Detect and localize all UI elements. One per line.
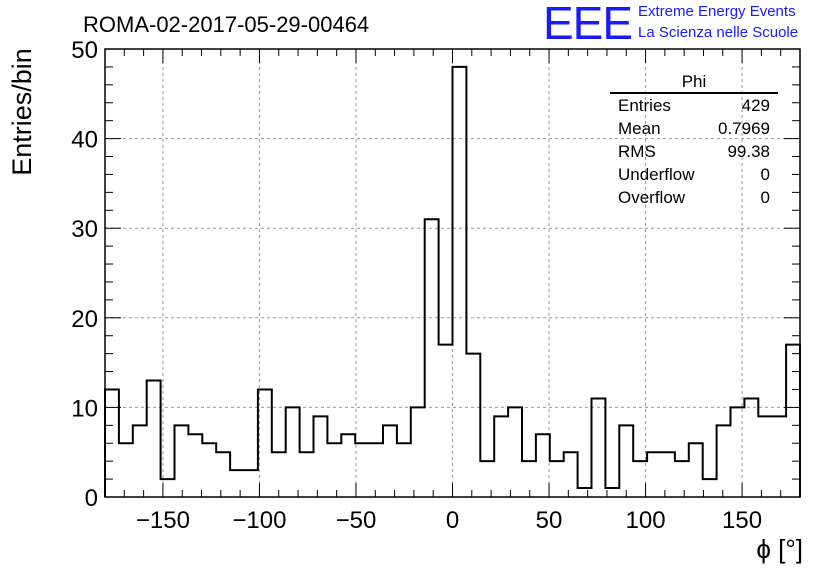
histogram-bin <box>216 452 230 497</box>
y-tick-label: 30 <box>71 216 98 243</box>
histogram-bin <box>300 452 314 497</box>
histogram-bin <box>341 434 355 497</box>
histogram-bin <box>494 416 508 497</box>
stats-label: Entries <box>618 96 671 115</box>
histogram-bin <box>397 443 411 497</box>
y-tick-label: 50 <box>71 37 98 64</box>
histogram-bin <box>453 67 467 497</box>
x-tick-label: 100 <box>626 507 666 534</box>
histogram-bin <box>147 381 161 497</box>
y-tick-label: 10 <box>71 395 98 422</box>
logo-line-1: Extreme Energy Events <box>638 3 796 20</box>
stats-value: 0 <box>760 165 770 184</box>
histogram-bin <box>605 488 619 497</box>
histogram-bin <box>703 479 717 497</box>
histogram-bin <box>675 461 689 497</box>
chart-title: ROMA-02-2017-05-29-00464 <box>83 12 369 37</box>
histogram-bin <box>230 470 244 497</box>
stats-row-entries: Entries 429 <box>610 94 778 117</box>
y-tick-label: 40 <box>71 127 98 154</box>
x-tick-label: 50 <box>536 507 563 534</box>
stats-row-mean: Mean 0.7969 <box>610 117 778 140</box>
histogram-bin <box>758 416 772 497</box>
histogram-bin <box>175 425 189 497</box>
x-tick-label: −100 <box>232 507 286 534</box>
histogram-bin <box>564 452 578 497</box>
x-tick-label: −50 <box>336 507 377 534</box>
histogram-bin <box>508 407 522 497</box>
histogram-bin <box>202 443 216 497</box>
eee-logo: EEE <box>543 0 633 49</box>
stats-row-rms: RMS 99.38 <box>610 140 778 163</box>
histogram-bin <box>411 407 425 497</box>
histogram-bin <box>633 461 647 497</box>
histogram-bin <box>578 488 592 497</box>
y-tick-label: 0 <box>85 485 98 512</box>
histogram-bin <box>550 461 564 497</box>
histogram-bin <box>327 443 341 497</box>
y-axis-label: Entries/bin <box>7 48 37 176</box>
histogram-bin <box>592 398 606 497</box>
histogram-bin <box>188 434 202 497</box>
axes <box>104 48 801 498</box>
histogram-bin <box>689 443 703 497</box>
statistics-box: Phi Entries 429 Mean 0.7969 RMS 99.38 Un… <box>610 72 778 209</box>
histogram-bin <box>133 425 147 497</box>
stats-row-overflow: Overflow 0 <box>610 186 778 209</box>
stats-label: Underflow <box>618 165 695 184</box>
stats-value: 429 <box>741 96 770 115</box>
histogram-bin <box>286 407 300 497</box>
y-tick-label: 20 <box>71 306 98 333</box>
x-tick-label: 0 <box>446 507 459 534</box>
histogram-bin <box>536 434 550 497</box>
histogram-outline <box>104 65 801 497</box>
x-tick-label: −150 <box>136 507 190 534</box>
histogram-bin <box>466 354 480 497</box>
stats-label: Overflow <box>618 188 686 207</box>
histogram-bin <box>480 461 494 497</box>
histogram-bin <box>383 425 397 497</box>
histogram-bin <box>369 443 383 497</box>
histogram-bin <box>619 425 633 497</box>
histogram-bin <box>258 389 272 497</box>
histogram-bin <box>314 416 328 497</box>
tick-labels: −150 −100 −50 0 50 100 150 0 10 20 30 40 50 <box>71 37 762 534</box>
histogram-bin <box>661 452 675 497</box>
stats-title: Phi <box>610 72 778 94</box>
logo-line-2: La Scienza nelle Scuole <box>638 24 799 41</box>
histogram-bin <box>439 345 453 497</box>
histogram-bin <box>119 443 133 497</box>
histogram-bin <box>647 452 661 497</box>
histogram-bin <box>522 461 536 497</box>
stats-value: 0.7969 <box>718 119 770 138</box>
histogram-bin <box>786 345 800 497</box>
histogram-bars <box>104 65 801 497</box>
histogram-bin <box>244 470 258 497</box>
stats-value: 99.38 <box>727 142 770 161</box>
stats-row-underflow: Underflow 0 <box>610 163 778 186</box>
histogram-bin <box>744 398 758 497</box>
stats-label: Mean <box>618 119 661 138</box>
histogram-bin <box>355 443 369 497</box>
x-axis-label: ϕ [°] <box>756 534 803 564</box>
histogram-bin <box>717 425 731 497</box>
stats-label: RMS <box>618 142 656 161</box>
x-tick-label: 150 <box>722 507 762 534</box>
stats-value: 0 <box>760 188 770 207</box>
histogram-bin <box>425 219 439 497</box>
histogram-bin <box>772 416 786 497</box>
